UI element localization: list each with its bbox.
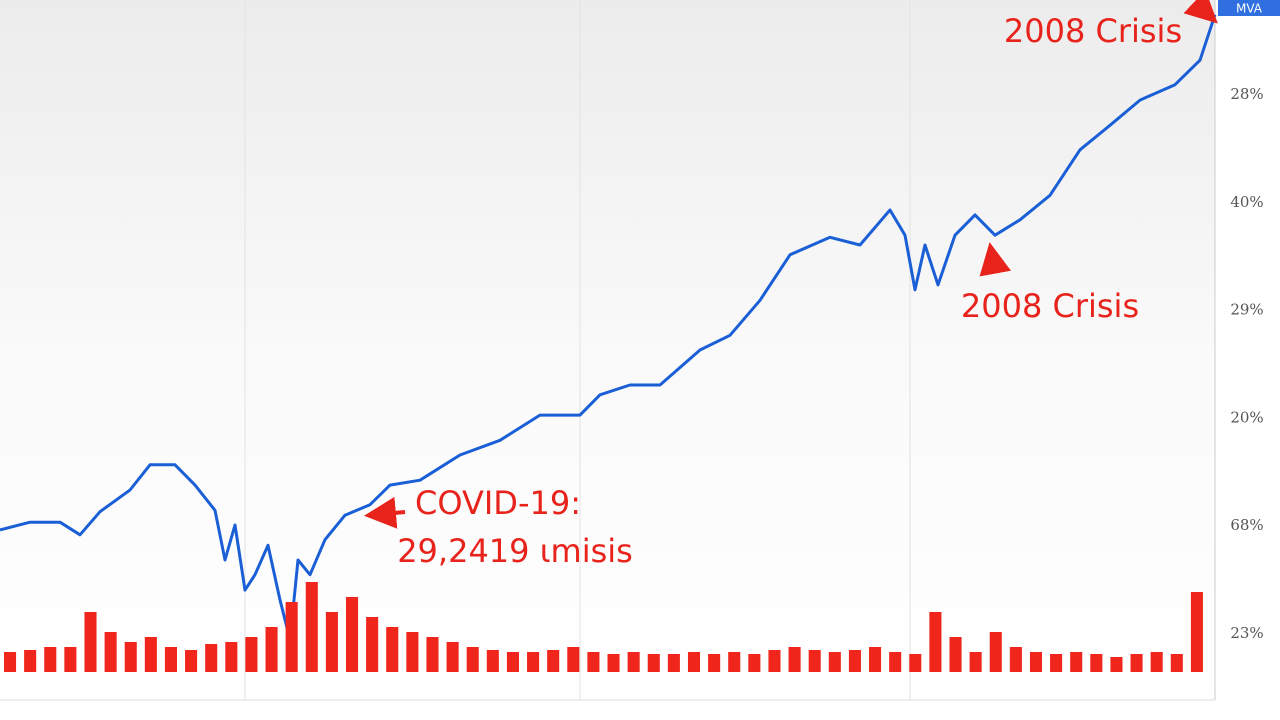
annotation-arrow <box>979 242 1012 277</box>
volume-bar <box>426 637 439 672</box>
volume-bar <box>567 647 580 672</box>
volume-bar <box>506 652 519 672</box>
badge <box>1218 0 1280 16</box>
volume-bar <box>607 654 620 672</box>
volume-bar <box>164 647 178 672</box>
volume-bar <box>828 652 841 672</box>
volume-bar <box>104 632 117 672</box>
volume-bar <box>788 647 801 672</box>
volume-bar <box>1029 652 1043 672</box>
volume-bar <box>768 650 781 672</box>
volume-bar <box>386 627 399 672</box>
volume-bar <box>1090 654 1103 672</box>
right-axis-label: 28% <box>1230 85 1263 103</box>
volume-bar <box>144 637 157 672</box>
annotation: 29,2419 ιmisis <box>397 532 633 570</box>
volume-bar <box>1190 592 1203 672</box>
annotation: COVID-19: <box>415 484 581 522</box>
volume-bar <box>808 650 821 672</box>
annotation-arrow <box>1183 0 1218 24</box>
volume-bar <box>989 632 1002 672</box>
volume-bar <box>366 617 379 672</box>
volume-bar <box>1170 654 1183 672</box>
volume-bar <box>949 637 962 672</box>
volume-bar <box>1070 652 1083 672</box>
volume-bar <box>587 652 600 672</box>
volume-bar <box>647 654 660 672</box>
volume-bar <box>728 652 741 672</box>
volume-bar <box>848 650 861 672</box>
volume-bar <box>24 650 37 672</box>
volume-bar <box>265 627 278 672</box>
volume-bar <box>687 652 701 672</box>
volume-bar <box>245 637 258 672</box>
right-axis-label: 40% <box>1230 193 1263 211</box>
right-axis-label: 29% <box>1230 301 1263 319</box>
volume-bar <box>345 597 359 672</box>
volume-bar <box>44 647 57 672</box>
volume-bar <box>708 654 721 672</box>
volume-bar <box>486 650 499 672</box>
volume-bar <box>869 647 882 672</box>
badge-text: MVA <box>1236 2 1263 16</box>
volume-bar <box>667 654 680 672</box>
volume-bar <box>4 652 17 672</box>
annotation: 2008 Crisis <box>961 287 1139 325</box>
volume-bar <box>1110 657 1123 672</box>
annotation-arrow <box>364 496 406 529</box>
volume-bar <box>547 650 560 672</box>
volume-bar <box>627 652 640 672</box>
volume-bar <box>909 654 922 672</box>
volume-bar <box>889 652 902 672</box>
plot-background <box>0 0 1215 720</box>
right-axis-label: 23% <box>1230 624 1263 642</box>
volume-bar <box>748 654 761 672</box>
volume-bar <box>305 582 318 672</box>
annotation: 2008 Crisis <box>1004 12 1182 50</box>
volume-bar <box>325 612 338 672</box>
volume-bar <box>64 647 77 672</box>
volume-bar <box>205 644 218 672</box>
volume-bar <box>446 642 459 672</box>
volume-bar <box>527 652 540 672</box>
volume-bar <box>1050 654 1063 672</box>
volume-bar <box>84 612 97 672</box>
volume-bar <box>466 647 479 672</box>
volume-bar <box>969 652 982 672</box>
volume-bar <box>929 612 942 672</box>
volume-bar <box>124 642 137 672</box>
volume-bar <box>1130 654 1143 672</box>
volume-bar <box>285 602 298 672</box>
price-line <box>0 14 1217 642</box>
volume-bar <box>225 642 238 672</box>
right-axis-label: 20% <box>1230 408 1263 426</box>
volume-bar <box>185 650 198 672</box>
volume-bar <box>1150 652 1163 672</box>
volume-bar <box>1009 647 1022 672</box>
right-axis-label: 68% <box>1230 516 1263 534</box>
volume-bar <box>406 632 419 672</box>
